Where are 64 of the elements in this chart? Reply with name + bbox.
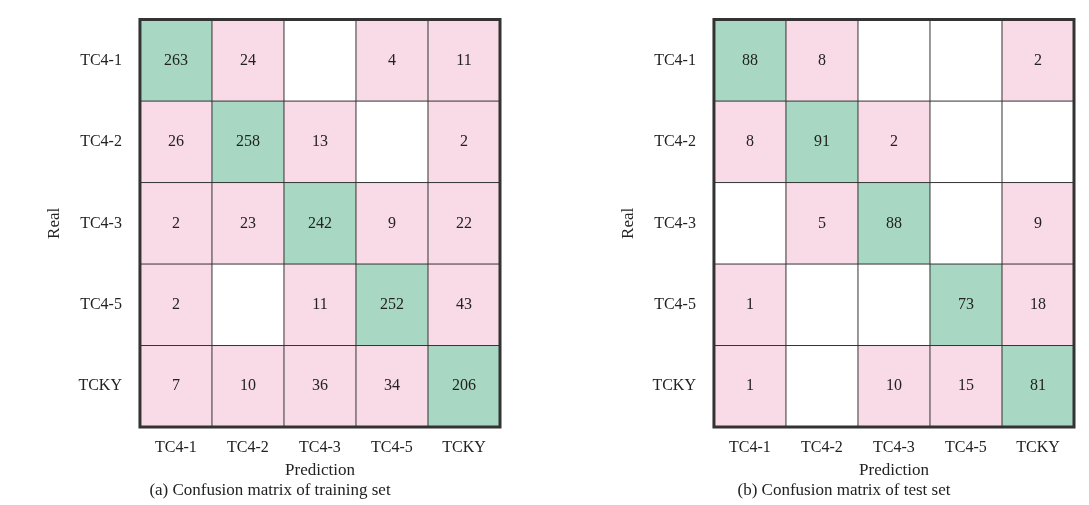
x-axis-title: Prediction (285, 459, 356, 479)
text: (a) Confusion matrix of training set (149, 480, 391, 500)
data-label: 9 (387, 213, 396, 231)
data-label: 22 (456, 213, 472, 231)
data-label: 8 (745, 132, 754, 150)
data-label: 7 (171, 376, 180, 394)
x-tick-label: TCKY (442, 437, 487, 455)
y-axis-title: Real (617, 207, 637, 239)
data-label: 43 (456, 294, 472, 312)
data-label: 2 (171, 294, 180, 312)
y-tick-label: TC4-3 (80, 213, 122, 231)
data-label: 5 (817, 213, 826, 231)
x-tick-label: TC4-2 (801, 437, 843, 455)
data-label: 34 (383, 376, 400, 394)
data-label: 88 (741, 50, 758, 68)
data-label: 8 (817, 50, 826, 68)
y-tick-label: TCKY (652, 376, 697, 394)
data-label: 18 (1030, 294, 1046, 312)
x-tick-label: TC4-3 (299, 437, 341, 455)
data-label: 206 (452, 376, 476, 394)
data-label: 23 (239, 213, 256, 231)
data-label: 26 (167, 132, 184, 150)
data-label: 91 (813, 132, 830, 150)
y-axis-title: Real (43, 207, 63, 239)
data-label: 258 (235, 132, 260, 150)
data-label: 81 (1030, 376, 1046, 394)
x-tick-label: TC4-2 (227, 437, 269, 455)
y-tick-label: TC4-5 (654, 294, 696, 312)
y-tick-label: TC4-1 (80, 50, 122, 68)
text: (b) Confusion matrix of test set (737, 480, 951, 500)
data-label: 24 (239, 50, 256, 68)
y-tick-label: TC4-2 (80, 132, 122, 150)
data-label: 2 (171, 213, 180, 231)
y-tick-label: TC4-2 (654, 132, 696, 150)
y-tick-label: TC4-1 (654, 50, 696, 68)
data-label: 36 (311, 376, 328, 394)
data-label: 2 (460, 132, 468, 150)
data-label: 242 (307, 213, 332, 231)
data-label: 9 (1034, 213, 1042, 231)
y-tick-label: TCKY (78, 376, 123, 394)
data-label: 2 (889, 132, 898, 150)
data-label: 10 (885, 376, 902, 394)
data-label: 263 (163, 50, 188, 68)
x-tick-label: TC4-1 (729, 437, 771, 455)
data-label: 73 (957, 294, 974, 312)
data-label: 1 (745, 294, 754, 312)
x-tick-label: TC4-1 (155, 437, 197, 455)
x-tick-label: TC4-3 (873, 437, 915, 455)
x-axis-title: Prediction (859, 459, 930, 479)
x-tick-label: TC4-5 (371, 437, 413, 455)
data-label: 1 (745, 376, 754, 394)
data-label: 11 (456, 50, 472, 68)
data-label: 15 (957, 376, 974, 394)
y-tick-label: TC4-5 (80, 294, 122, 312)
data-label: 4 (387, 50, 396, 68)
data-label: 11 (312, 294, 328, 312)
x-tick-label: TCKY (1016, 437, 1061, 455)
data-label: 88 (885, 213, 902, 231)
data-label: 13 (311, 132, 328, 150)
data-label: 252 (379, 294, 404, 312)
x-tick-label: TC4-5 (945, 437, 987, 455)
data-label: 2 (1034, 50, 1042, 68)
y-tick-label: TC4-3 (654, 213, 696, 231)
data-label: 10 (239, 376, 256, 394)
